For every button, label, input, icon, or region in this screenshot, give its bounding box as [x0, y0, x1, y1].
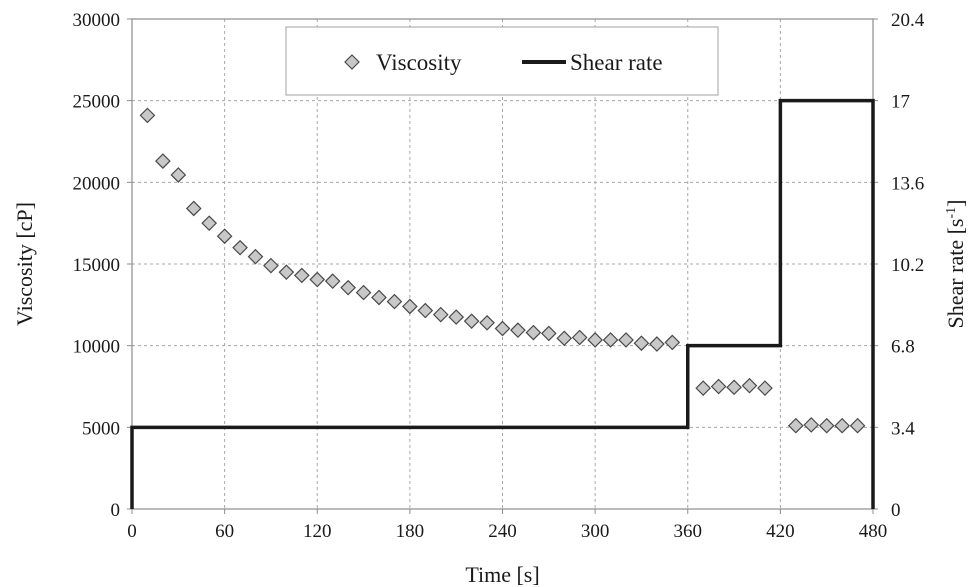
y-tick-label: 30000 [73, 10, 121, 31]
viscosity-point [293, 267, 310, 284]
viscosity-point [386, 293, 403, 310]
viscosity-point [726, 379, 742, 396]
x-tick-label: 60 [215, 521, 234, 542]
legend: Viscosity Shear rate [285, 26, 719, 96]
y2-tick-label: 0 [891, 500, 901, 521]
viscosity-point [602, 332, 619, 348]
viscosity-point [463, 313, 480, 330]
y-tick-label: 5000 [82, 418, 120, 439]
viscosity-point [448, 309, 465, 325]
y-tick-label: 25000 [73, 92, 121, 113]
y2-axis-title: Shear rate [s-1] [943, 200, 968, 329]
viscosity-point [309, 271, 326, 288]
y-tick-label: 20000 [73, 173, 121, 194]
viscosity-point [664, 334, 681, 351]
viscosity-point [355, 284, 372, 301]
viscosity-point [695, 380, 712, 396]
y-tick-label: 0 [111, 500, 121, 521]
x-tick-label: 0 [127, 521, 137, 542]
y2-tick-label: 20.4 [891, 10, 925, 31]
viscosity-point [216, 228, 233, 245]
viscosity-point [849, 417, 866, 434]
viscosity-point [556, 330, 573, 347]
shear-rate-line [130, 98, 875, 509]
x-tick-label: 120 [303, 521, 332, 542]
viscosity-point [278, 264, 295, 281]
viscosity-point [510, 322, 526, 338]
legend-viscosity-label: Viscosity [376, 50, 462, 75]
viscosity-point [741, 377, 758, 394]
viscosity-point [571, 329, 588, 346]
viscosity-point [340, 279, 356, 296]
tick-labels: 0 60 120 180 240 300 360 420 4800500010000150002… [73, 10, 925, 542]
viscosity-point [649, 336, 665, 352]
y2-axis-title-main: Shear rate [s [943, 219, 968, 329]
y2-axis-title-superscript: -1 [944, 207, 959, 219]
viscosity-point [201, 215, 218, 232]
viscosity-point [834, 417, 850, 434]
y2-axis-title-close: ] [943, 200, 968, 207]
viscosity-point [757, 380, 773, 396]
y2-tick-label: 13.6 [891, 173, 924, 194]
x-tick-label: 180 [396, 521, 425, 542]
viscosity-point [170, 167, 187, 183]
viscosity-point [787, 417, 804, 434]
legend-viscosity-marker [344, 54, 360, 70]
x-tick-label: 300 [581, 521, 610, 542]
y-axis-title: Viscosity [cP] [12, 202, 37, 326]
y-tick-label: 10000 [73, 337, 121, 358]
x-axis-title: Time [s] [465, 562, 539, 587]
viscosity-point [402, 298, 418, 315]
viscosity-point [803, 417, 820, 433]
viscosity-point [139, 107, 156, 124]
y2-tick-label: 3.4 [891, 418, 915, 439]
viscosity-point [371, 289, 387, 306]
series [130, 98, 875, 509]
viscosity-point [432, 306, 449, 323]
x-tick-label: 360 [674, 521, 703, 542]
viscosity-point [247, 248, 264, 265]
viscosity-point [587, 332, 603, 348]
viscosity-point [232, 239, 248, 256]
y2-tick-label: 6.8 [891, 337, 915, 358]
x-tick-label: 420 [766, 521, 795, 542]
x-tick-label: 240 [488, 521, 517, 542]
viscosity-point [324, 273, 341, 289]
y2-tick-label: 17 [891, 92, 910, 113]
viscosity-point [155, 153, 171, 169]
y2-tick-label: 10.2 [891, 255, 924, 276]
viscosity-point [263, 257, 279, 274]
viscosity-point [185, 200, 202, 217]
viscosity-point [525, 324, 542, 341]
y-tick-label: 15000 [73, 255, 121, 276]
viscosity-point [540, 325, 557, 342]
viscosity-point [494, 320, 511, 337]
viscosity-point [417, 302, 434, 319]
viscosity-point [818, 417, 835, 434]
legend-shear-rate-label: Shear rate [570, 50, 663, 75]
viscosity-point [479, 314, 495, 331]
viscosity-point [633, 335, 650, 352]
viscosity-point [618, 332, 634, 348]
viscosity-point [710, 378, 727, 395]
x-tick-label: 480 [859, 521, 888, 542]
